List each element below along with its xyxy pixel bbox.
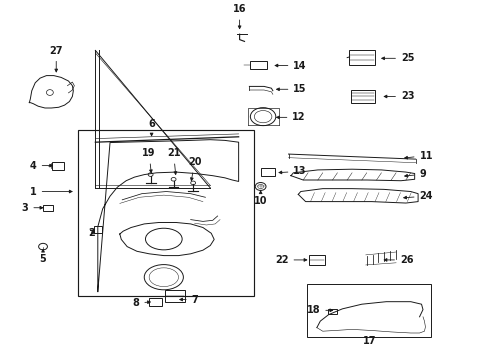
Bar	[94, 226, 102, 233]
Text: 22: 22	[274, 255, 306, 265]
Text: 25: 25	[381, 53, 414, 63]
Text: 5: 5	[40, 249, 46, 264]
Text: 21: 21	[166, 148, 180, 175]
Text: 15: 15	[276, 84, 306, 94]
Bar	[78, 130, 254, 296]
Text: 14: 14	[275, 60, 306, 71]
Bar	[308, 255, 324, 265]
Text: 1: 1	[30, 186, 72, 197]
Text: 8: 8	[132, 298, 150, 308]
Text: 2: 2	[88, 228, 95, 238]
Text: 7: 7	[180, 294, 198, 305]
Bar	[249, 61, 266, 69]
Text: 19: 19	[142, 148, 156, 173]
Bar	[306, 284, 430, 337]
Text: 9: 9	[404, 169, 426, 179]
Text: 6: 6	[148, 119, 155, 136]
Bar	[148, 298, 162, 306]
Text: 20: 20	[187, 157, 201, 181]
Text: 3: 3	[21, 203, 42, 213]
Text: 24: 24	[403, 191, 432, 201]
Text: 23: 23	[384, 91, 414, 102]
Bar	[52, 162, 63, 170]
Text: 17: 17	[362, 336, 375, 346]
Text: 4: 4	[30, 161, 52, 171]
Bar	[327, 309, 336, 314]
Bar	[348, 50, 374, 65]
Text: 18: 18	[306, 305, 332, 315]
Text: 12: 12	[276, 112, 305, 122]
Bar	[261, 168, 274, 176]
Text: 27: 27	[49, 46, 63, 72]
Bar	[164, 289, 185, 302]
Bar	[350, 90, 374, 103]
Text: 11: 11	[404, 150, 432, 161]
Text: 10: 10	[253, 190, 267, 206]
Text: 13: 13	[279, 166, 306, 176]
Bar	[43, 205, 53, 211]
Text: 26: 26	[384, 255, 413, 265]
Text: 16: 16	[232, 4, 246, 29]
